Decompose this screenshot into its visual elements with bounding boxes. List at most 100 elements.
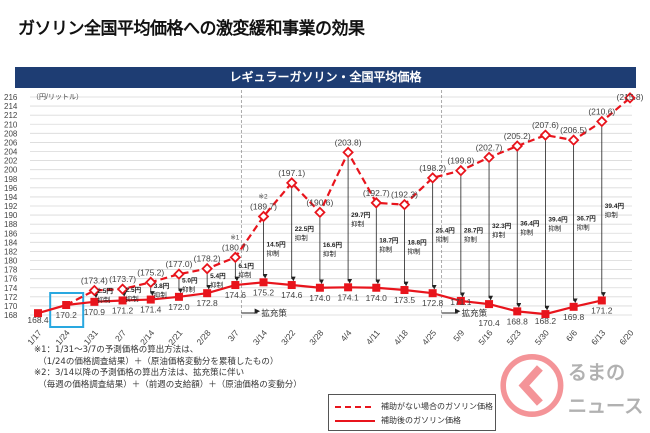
footnote-1-detail: （1/24の価格調査結果）＋（原油価格変動分を累積したもの）: [34, 356, 279, 367]
y-tick-label: 192: [4, 202, 18, 211]
data-label-no-subsidy: (190.6): [306, 197, 333, 207]
y-tick-label: 176: [4, 275, 18, 284]
suppression-amount: 28.7円: [464, 227, 484, 235]
data-point-subsidized: [428, 289, 437, 298]
suppression-amount: 39.4円: [605, 202, 625, 210]
data-point-subsidized: [118, 296, 127, 305]
y-tick-label: 182: [4, 247, 18, 256]
data-point-subsidized: [344, 283, 353, 292]
data-label-subsidized: 173.5: [394, 295, 416, 305]
data-label-subsidized: 168.4: [27, 315, 49, 325]
suppression-amount: 5.4円: [210, 272, 226, 280]
data-label-no-subsidy: (207.6): [532, 120, 559, 130]
y-axis-label: （円/リットル）: [32, 93, 83, 101]
y-tick-label: 190: [4, 211, 18, 220]
suppression-amount: 14.5円: [267, 240, 287, 248]
suppression-label: 抑制: [154, 290, 168, 299]
x-tick-label: 1/17: [25, 328, 43, 345]
suppression-label: 抑制: [492, 230, 506, 239]
data-point-no-subsidy: [398, 198, 411, 211]
price-chart: 1681701721741761781801821841861881901921…: [4, 90, 644, 345]
data-label-subsidized: 171.2: [112, 305, 134, 315]
y-tick-label: 208: [4, 129, 18, 138]
data-label-subsidized: 175.2: [253, 287, 275, 297]
svg-text:るまの: るまの: [568, 361, 625, 384]
data-label-subsidized: 171.2: [591, 305, 613, 315]
x-tick-label: 6/13: [589, 328, 607, 345]
data-label-subsidized: 168.8: [507, 316, 529, 326]
data-point-no-subsidy: [455, 164, 467, 177]
suppression-label: 抑制: [126, 294, 140, 303]
x-tick-label: 3/7: [226, 328, 241, 344]
data-point-subsidized: [400, 286, 409, 295]
y-tick-label: 202: [4, 157, 18, 166]
footnote-2-detail: （毎週の価格調査結果）＋（前週の支給額）＋（原油価格の変動分）: [34, 379, 302, 390]
data-point-subsidized: [146, 295, 155, 304]
suppression-label: 抑制: [295, 233, 309, 242]
suppression-label: 抑制: [323, 249, 337, 258]
data-point-subsidized: [541, 310, 550, 319]
data-point-no-subsidy: [539, 129, 552, 141]
x-tick-label: 4/4: [338, 328, 353, 344]
suppression-amount: 2.5円: [97, 287, 113, 295]
suppression-amount: 36.4円: [520, 220, 540, 228]
y-tick-label: 198: [4, 175, 18, 184]
y-tick-label: 172: [4, 293, 18, 302]
suppression-amount: 39.4円: [548, 216, 568, 224]
data-label-subsidized: 174.6: [225, 290, 247, 300]
data-point-subsidized: [485, 300, 494, 309]
data-point-no-subsidy: [511, 140, 524, 152]
suppression-label: 抑制: [464, 235, 478, 244]
data-point-subsidized: [90, 297, 99, 306]
data-label-no-subsidy: (215.8): [617, 92, 644, 102]
suppression-amount: 25.4円: [436, 227, 456, 235]
suppression-label: 抑制: [238, 270, 252, 279]
data-label-no-subsidy: (178.2): [194, 254, 221, 264]
x-tick-label: 3/22: [279, 328, 297, 345]
x-tick-label: 5/9: [451, 328, 466, 344]
suppression-label: 抑制: [407, 246, 421, 255]
logo-watermark: るまの ニュース: [500, 353, 644, 418]
x-tick-label: 3/28: [307, 328, 325, 345]
svg-text:ニュース: ニュース: [568, 395, 644, 418]
data-label-no-subsidy: (202.7): [476, 142, 503, 152]
expansion-label: 拡充策: [261, 308, 287, 318]
data-point-no-subsidy: [229, 251, 242, 264]
x-tick-label: 1/31: [82, 328, 100, 345]
y-tick-label: 196: [4, 184, 18, 193]
y-tick-label: 200: [4, 166, 18, 175]
expansion-label: 拡充策: [462, 308, 488, 318]
legend-item-no-subsidy: 補助がない場合のガソリン価格: [335, 401, 493, 412]
y-tick-label: 184: [4, 238, 18, 247]
y-tick-label: 168: [4, 311, 18, 320]
data-label-no-subsidy: (192.7): [363, 188, 390, 198]
suppression-amount: 32.3円: [492, 222, 512, 230]
data-point-no-subsidy: [257, 210, 270, 223]
data-point-subsidized: [287, 281, 296, 290]
suppression-label: 抑制: [182, 284, 196, 293]
y-tick-label: 186: [4, 229, 18, 238]
data-label-no-subsidy: (199.8): [447, 156, 474, 166]
suppression-label: 抑制: [210, 280, 224, 289]
y-tick-label: 206: [4, 138, 18, 147]
data-label-no-subsidy: (210.6): [588, 107, 615, 117]
data-point-no-subsidy: [285, 177, 298, 189]
x-tick-label: 6/20: [617, 328, 635, 345]
data-label-no-subsidy: (206.5): [560, 125, 587, 135]
data-label-subsidized: 174.0: [309, 293, 331, 303]
data-label-subsidized: 171.4: [140, 305, 162, 315]
data-point-no-subsidy: [342, 146, 354, 159]
footnote-2: ※2：3/14以降の予測価格の算出方法は、拡充策に伴い: [34, 368, 245, 378]
y-tick-label: 188: [4, 220, 18, 229]
suppression-label: 抑制: [351, 219, 365, 228]
y-tick-label: 174: [4, 284, 18, 293]
y-tick-label: 204: [4, 148, 18, 157]
suppression-amount: 36.7円: [577, 214, 597, 222]
suppression-label: 抑制: [548, 224, 562, 233]
y-tick-label: 194: [4, 193, 18, 202]
data-label-subsidized: 168.2: [535, 316, 557, 326]
y-tick-label: 180: [4, 257, 18, 266]
data-label-subsidized: 174.1: [337, 292, 359, 302]
x-tick-label: 4/18: [392, 328, 410, 345]
data-point-subsidized: [174, 292, 183, 301]
